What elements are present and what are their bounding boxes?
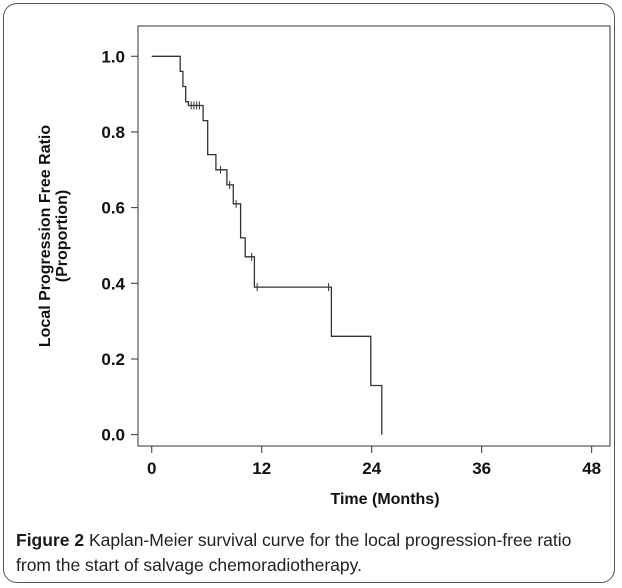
- x-tick-label: 12: [252, 459, 271, 478]
- x-axis-label: Time (Months): [330, 491, 439, 508]
- x-tick-label: 0: [147, 459, 156, 478]
- survival-curve: [151, 55, 383, 435]
- x-tick-label: 36: [472, 459, 491, 478]
- y-tick-label: 0.4: [101, 274, 125, 293]
- censor-marks: [190, 101, 330, 292]
- y-axis-label: Local Progression Free Ratio: [37, 125, 54, 348]
- figure-caption: Figure 2 Kaplan-Meier survival curve for…: [16, 528, 611, 578]
- caption-text: Kaplan-Meier survival curve for the loca…: [16, 530, 572, 575]
- y-axis-label-unit: (Proportion): [54, 190, 71, 282]
- kaplan-meier-chart: 0.0 0.2 0.4 0.6 0.8 1.0 0 12 24 36 48 Time (Month…: [37, 25, 611, 508]
- y-axis: 0.0 0.2 0.4 0.6 0.8 1.0: [101, 47, 138, 445]
- y-tick-label: 0.0: [101, 426, 125, 445]
- x-tick-label: 48: [582, 459, 601, 478]
- survival-step-line: [151, 55, 383, 435]
- figure-frame: [3, 3, 615, 583]
- x-axis: 0 12 24 36 48: [147, 446, 601, 478]
- y-tick-label: 0.2: [101, 350, 125, 369]
- y-tick-label: 0.6: [101, 199, 125, 218]
- y-tick-label: 1.0: [101, 47, 125, 66]
- figure-label: Figure 2: [16, 530, 85, 550]
- x-tick-label: 24: [362, 459, 381, 478]
- y-tick-label: 0.8: [101, 123, 125, 142]
- y-axis-label-group: Local Progression Free Ratio (Proportion…: [37, 125, 71, 348]
- plot-area: [137, 25, 611, 447]
